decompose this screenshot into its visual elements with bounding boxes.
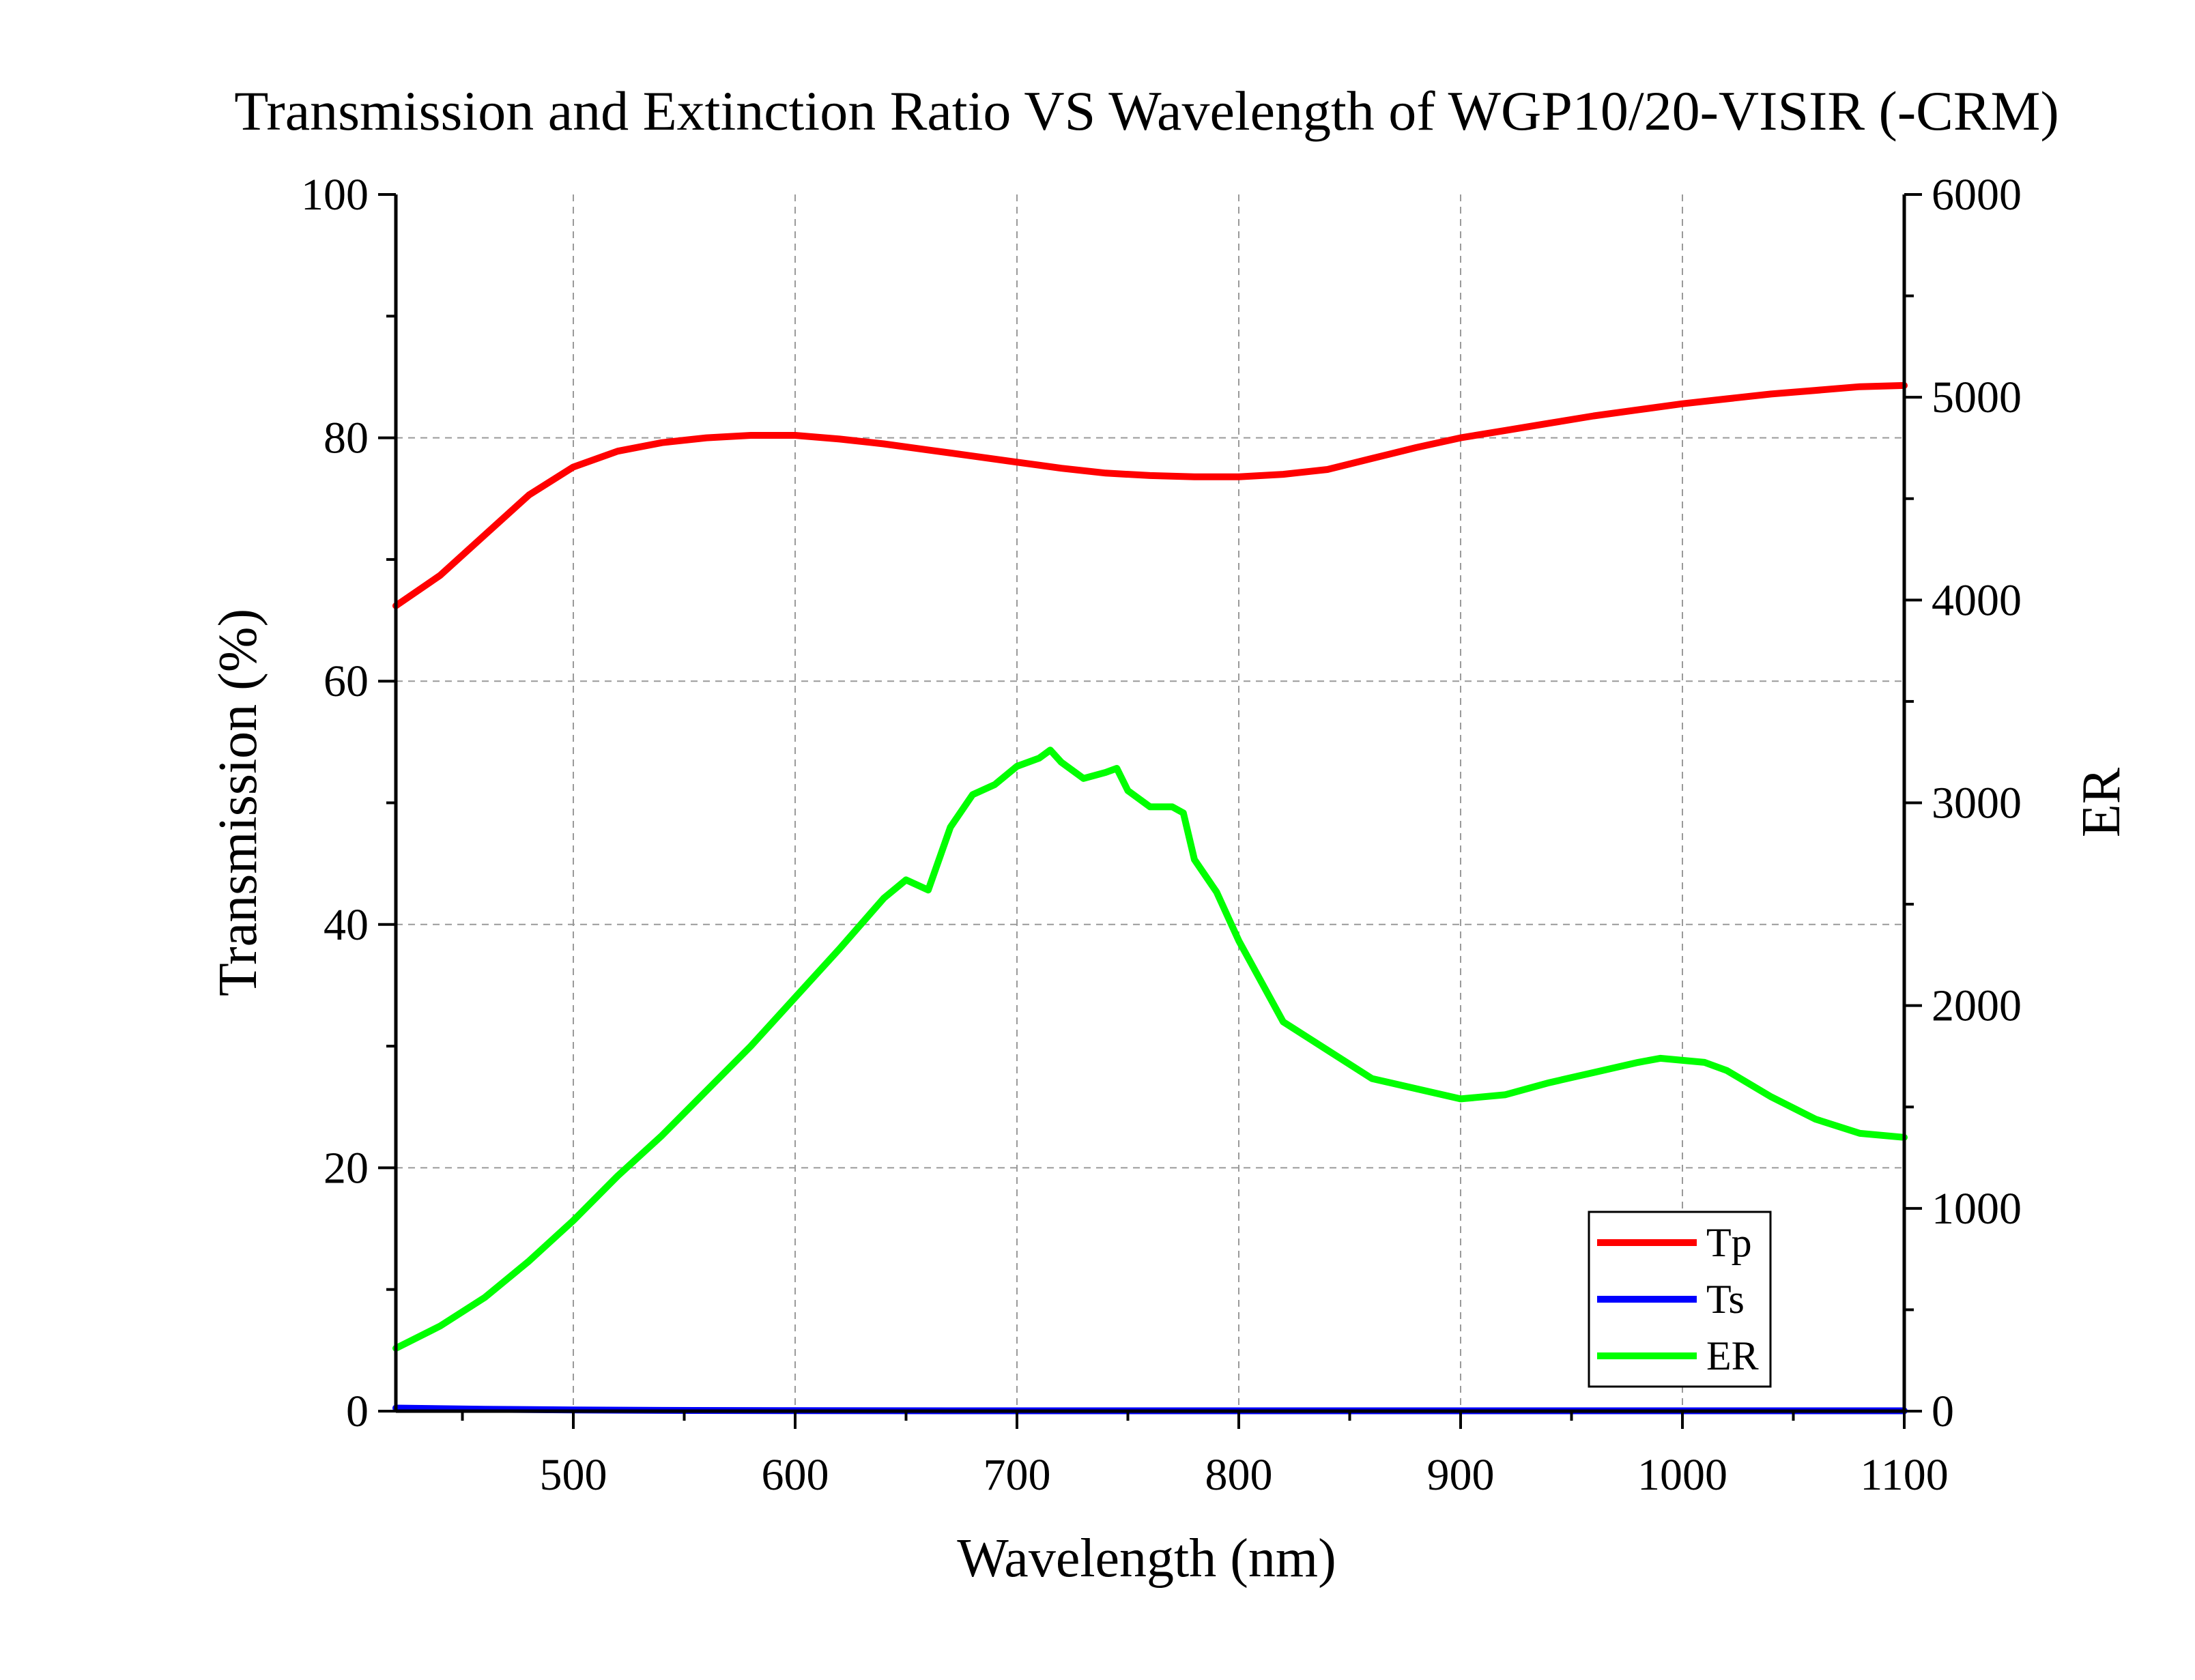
series-line-er <box>392 747 1908 1352</box>
x-tick-label: 1100 <box>1860 1450 1949 1500</box>
y2-tick-label: 5000 <box>1932 373 2022 422</box>
y2-tick-label: 2000 <box>1932 981 2022 1031</box>
x-tick-label: 800 <box>1205 1450 1273 1500</box>
series-line-tp <box>392 381 1908 609</box>
y-axis-label: Transmission (%) <box>208 609 268 996</box>
y2-tick-label: 4000 <box>1932 575 2022 625</box>
x-axis-label: Wavelength (nm) <box>957 1529 1336 1589</box>
y-tick-label: 100 <box>301 170 369 220</box>
y2-tick-label: 0 <box>1932 1387 1954 1436</box>
x-tick-label: 500 <box>540 1450 607 1500</box>
y-tick-label: 40 <box>324 900 369 950</box>
x-tick-label: 1000 <box>1637 1450 1727 1500</box>
grid <box>396 194 1904 1411</box>
y2-axis-label: ER <box>2071 767 2132 837</box>
y2-tick-label: 6000 <box>1932 170 2022 220</box>
y-tick-label: 60 <box>324 656 369 706</box>
legend-label-tp: Tp <box>1706 1220 1752 1265</box>
y2-tick-label: 3000 <box>1932 779 2022 828</box>
y2-tick-label: 1000 <box>1932 1184 2022 1234</box>
x-tick-label: 600 <box>762 1450 829 1500</box>
y-tick-label: 0 <box>346 1387 369 1436</box>
y-tick-label: 20 <box>324 1143 369 1193</box>
y-tick-label: 80 <box>324 414 369 463</box>
chart-title: Transmission and Extinction Ratio VS Wav… <box>234 80 2059 142</box>
legend-label-ts: Ts <box>1706 1277 1745 1322</box>
x-tick-label: 900 <box>1427 1450 1495 1500</box>
legend-label-er: ER <box>1706 1333 1759 1378</box>
x-tick-label: 700 <box>984 1450 1051 1500</box>
ticks: 500 600 700 800 900 1000 110002040608010001000… <box>301 170 2022 1500</box>
legend: Tp Ts ER <box>1588 1211 1772 1388</box>
